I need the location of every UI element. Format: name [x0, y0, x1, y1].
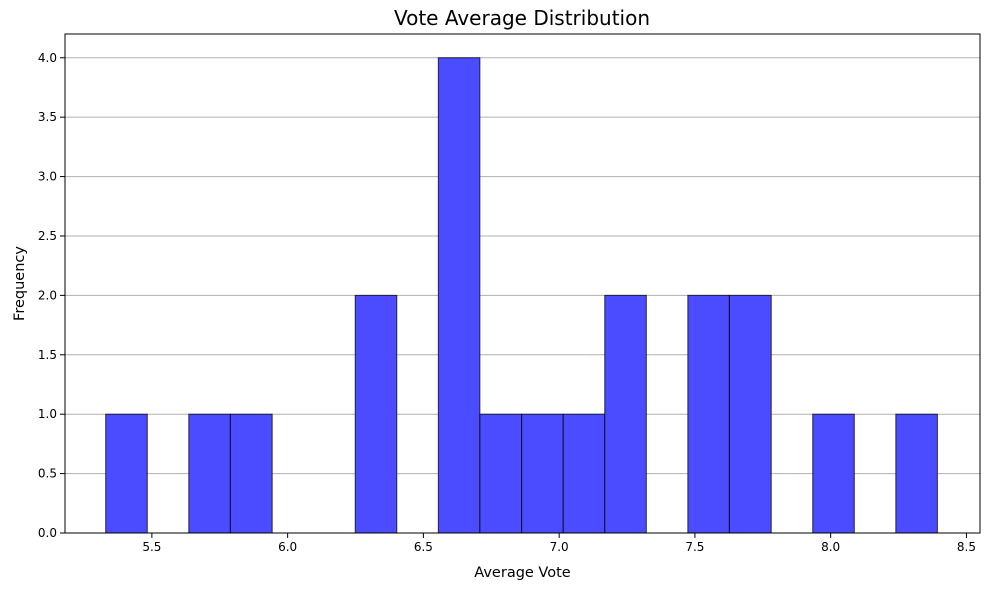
y-tick-label: 0.0 [38, 526, 57, 540]
y-tick-label: 3.0 [38, 170, 57, 184]
chart-title: Vote Average Distribution [394, 6, 650, 30]
y-tick-label: 2.5 [38, 229, 57, 243]
histogram-bar [521, 413, 564, 534]
x-tick-label: 8.0 [821, 540, 840, 554]
x-tick-label: 6.5 [414, 540, 433, 554]
histogram-bar [895, 413, 938, 534]
x-tick-label: 5.5 [142, 540, 161, 554]
x-tick-label: 6.0 [278, 540, 297, 554]
histogram-bar [604, 294, 647, 534]
plot-frame [64, 33, 981, 534]
histogram-bar [562, 413, 606, 534]
histogram-bar [354, 294, 398, 534]
histogram-bar [479, 413, 523, 534]
y-axis-title: Frequency [12, 246, 28, 321]
x-tick-label: 7.5 [685, 540, 704, 554]
histogram-bar [437, 57, 481, 534]
y-tick-label: 3.5 [38, 110, 57, 124]
histogram-bar [728, 294, 772, 534]
histogram-bar [229, 413, 273, 534]
bars [105, 57, 938, 534]
x-tick-label: 7.0 [550, 540, 569, 554]
histogram-bar [687, 294, 730, 534]
y-tick-label: 1.0 [38, 407, 57, 421]
histogram-bar [105, 413, 148, 534]
x-axis-ticks: 5.5 6.0 6.5 7.0 7.5 8.0 8.5 [142, 533, 976, 554]
x-tick-label: 8.5 [957, 540, 976, 554]
y-axis-ticks: 0.0 0.5 1.0 1.5 2.0 2.5 3.0 3.5 4.0 [38, 51, 65, 540]
x-axis-title: Average Vote [474, 565, 571, 581]
y-tick-label: 0.5 [38, 467, 57, 481]
y-tick-label: 4.0 [38, 51, 57, 65]
y-tick-label: 1.5 [38, 348, 57, 362]
histogram-bar [812, 413, 855, 534]
y-tick-label: 2.0 [38, 288, 57, 302]
histogram-bar [188, 413, 231, 534]
